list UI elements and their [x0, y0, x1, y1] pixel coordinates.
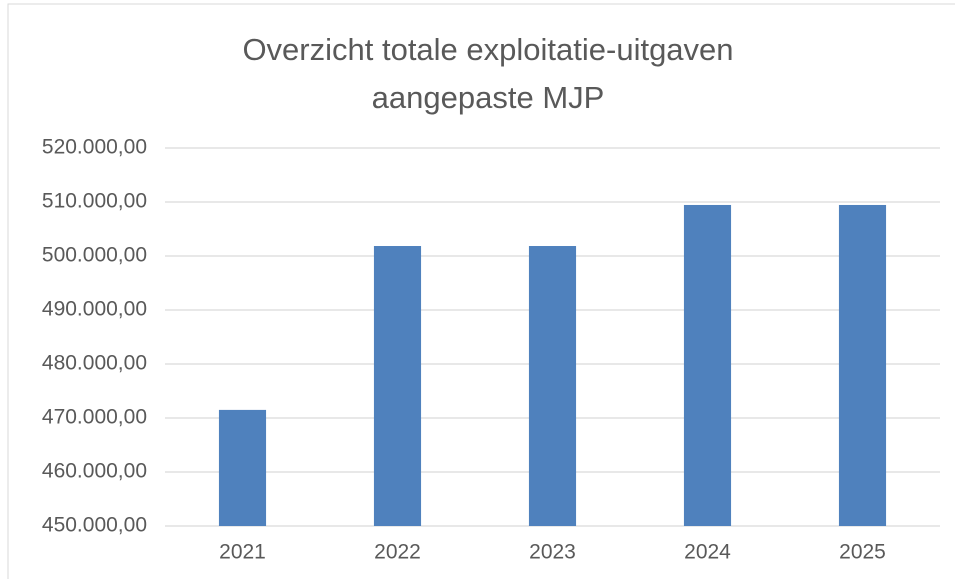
x-tick-label: 2022 — [374, 541, 421, 564]
y-tick-label: 520.000,00 — [42, 136, 147, 159]
bar — [528, 246, 577, 526]
y-tick-label: 500.000,00 — [42, 244, 147, 267]
chart-border — [7, 3, 955, 579]
y-tick-label: 490.000,00 — [42, 298, 147, 321]
chart-title: aangepaste MJP — [372, 80, 605, 115]
bar — [838, 204, 887, 526]
y-tick-label: 510.000,00 — [42, 190, 147, 213]
x-tick-label: 2024 — [684, 541, 731, 564]
x-tick-label: 2023 — [529, 541, 576, 564]
bar — [373, 246, 422, 526]
bar — [683, 204, 732, 526]
x-tick-label: 2025 — [839, 541, 886, 564]
y-tick-label: 450.000,00 — [42, 514, 147, 537]
chart-title: Overzicht totale exploitatie-uitgaven — [242, 32, 733, 67]
x-tick-label: 2021 — [219, 541, 266, 564]
bar — [218, 409, 267, 526]
y-tick-label: 480.000,00 — [42, 352, 147, 375]
y-tick-label: 470.000,00 — [42, 406, 147, 429]
y-tick-label: 460.000,00 — [42, 460, 147, 483]
